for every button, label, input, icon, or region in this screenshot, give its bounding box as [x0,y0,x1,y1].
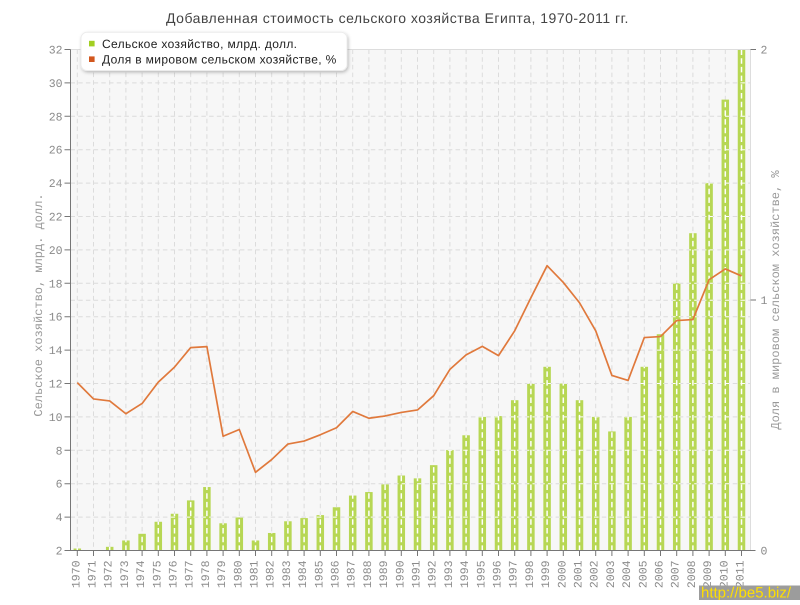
svg-text:2003: 2003 [605,560,618,588]
svg-text:1998: 1998 [524,560,537,588]
svg-text:1982: 1982 [265,560,278,588]
svg-text:1980: 1980 [232,560,245,588]
svg-text:24: 24 [49,178,63,191]
svg-text:20: 20 [49,245,63,258]
svg-text:Добавленная стоимость сельског: Добавленная стоимость сельского хозяйств… [166,10,629,26]
svg-text:Сельское хозяйство, млрд. долл: Сельское хозяйство, млрд. долл. [32,193,46,416]
svg-text:1973: 1973 [119,560,132,588]
svg-text:1988: 1988 [362,560,375,588]
svg-text:2: 2 [761,45,768,58]
svg-text:12: 12 [49,379,63,392]
svg-text:30: 30 [49,78,63,91]
svg-text:1978: 1978 [200,560,213,588]
svg-text:8: 8 [56,445,63,458]
svg-text:1999: 1999 [540,560,553,588]
svg-text:32: 32 [49,45,63,58]
svg-text:10: 10 [49,412,63,425]
svg-text:1971: 1971 [87,560,100,588]
svg-text:1975: 1975 [151,560,164,588]
svg-text:16: 16 [49,312,63,325]
svg-text:1: 1 [761,295,768,308]
svg-text:1996: 1996 [492,560,505,588]
svg-text:1989: 1989 [378,560,391,588]
svg-text:1986: 1986 [330,560,343,588]
svg-text:2000: 2000 [556,560,569,588]
svg-text:2004: 2004 [621,560,634,588]
svg-text:1979: 1979 [216,560,229,588]
svg-text:http://be5.biz/: http://be5.biz/ [701,585,792,601]
svg-text:1987: 1987 [346,561,359,589]
svg-text:1993: 1993 [443,560,456,588]
svg-text:1981: 1981 [249,560,262,588]
svg-text:1984: 1984 [297,560,310,588]
svg-text:14: 14 [49,345,63,358]
svg-text:2006: 2006 [654,560,667,588]
svg-text:1985: 1985 [313,560,326,588]
svg-text:2001: 2001 [573,560,586,588]
svg-text:Сельское хозяйство, млрд. долл: Сельское хозяйство, млрд. долл. [102,37,297,51]
svg-text:Доля в мировом сельском хозяйс: Доля в мировом сельском хозяйстве, % [102,53,337,67]
svg-text:28: 28 [49,111,63,124]
svg-text:1983: 1983 [281,560,294,588]
svg-text:1997: 1997 [508,561,521,589]
svg-text:4: 4 [56,512,63,525]
svg-text:1991: 1991 [411,560,424,588]
svg-text:2005: 2005 [637,560,650,588]
svg-text:1977: 1977 [184,561,197,589]
svg-text:1970: 1970 [70,560,83,588]
svg-text:18: 18 [49,278,63,291]
svg-text:0: 0 [761,546,768,559]
svg-text:2008: 2008 [686,560,699,588]
svg-text:1992: 1992 [427,560,440,588]
svg-text:26: 26 [49,145,63,158]
svg-text:1995: 1995 [475,560,488,588]
svg-text:Доля в мировом сельском хозяйс: Доля в мировом сельском хозяйстве, % [769,170,783,430]
svg-text:2002: 2002 [589,560,602,588]
svg-text:2: 2 [56,546,63,559]
svg-text:1990: 1990 [394,560,407,588]
svg-text:22: 22 [49,212,63,225]
svg-text:2007: 2007 [670,561,683,589]
svg-text:1994: 1994 [459,560,472,588]
svg-text:1976: 1976 [168,560,181,588]
svg-text:1972: 1972 [103,560,116,588]
svg-text:1974: 1974 [135,560,148,588]
svg-text:6: 6 [56,479,63,492]
